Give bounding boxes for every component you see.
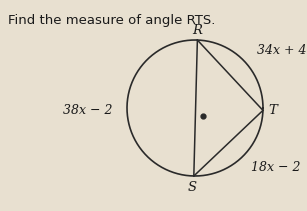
Text: S: S [187, 181, 196, 195]
Text: T: T [269, 104, 278, 117]
Text: 18x − 2: 18x − 2 [251, 161, 300, 174]
Text: 38x − 2: 38x − 2 [63, 104, 112, 117]
Text: Find the measure of angle RTS.: Find the measure of angle RTS. [8, 14, 216, 27]
Text: R: R [192, 24, 202, 37]
Text: 34x + 4: 34x + 4 [257, 43, 307, 57]
